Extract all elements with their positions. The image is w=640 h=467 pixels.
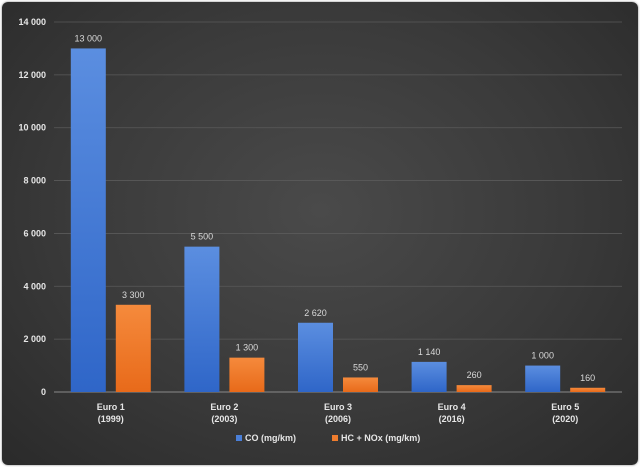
x-tick-sublabel: (2006)	[325, 414, 351, 424]
bar-hc-nox-2	[229, 357, 265, 392]
data-label: 2 620	[304, 308, 327, 318]
x-tick-label: Euro 2	[210, 402, 238, 412]
legend-label: HC + NOx (mg/km)	[341, 433, 420, 443]
legend-swatch	[236, 435, 242, 441]
x-tick-sublabel: (2003)	[211, 414, 237, 424]
y-tick-label: 4 000	[23, 281, 46, 291]
y-tick-label: 0	[41, 387, 46, 397]
bar-co-5	[525, 365, 561, 392]
data-label: 1 140	[418, 347, 441, 357]
y-tick-label: 6 000	[23, 228, 46, 238]
legend: CO (mg/km) HC + NOx (mg/km)	[236, 433, 420, 443]
bar-hc-nox-3	[343, 377, 378, 392]
x-tick-sublabel: (2020)	[552, 414, 578, 424]
bars	[70, 48, 606, 393]
data-label: 160	[580, 373, 595, 383]
y-tick-label: 8 000	[23, 176, 46, 186]
legend-label: CO (mg/km)	[245, 433, 296, 443]
bar-hc-nox-1	[115, 304, 151, 392]
data-label: 1 300	[236, 343, 259, 353]
bar-co-4	[411, 361, 447, 392]
y-tick-label: 12 000	[18, 70, 46, 80]
x-tick-label: Euro 3	[324, 402, 352, 412]
legend-swatch	[332, 435, 338, 441]
bar-hc-nox-4	[456, 385, 492, 392]
gridlines	[54, 21, 622, 393]
x-tick-sublabel: (1999)	[98, 414, 124, 424]
bar-hc-nox-5	[570, 387, 606, 392]
bar-co-1	[70, 48, 106, 393]
x-tick-label: Euro 5	[551, 402, 579, 412]
y-axis: 0 2 000 4 000 6 000 8 000 10 000 12 000 14 000	[18, 17, 46, 397]
data-label: 5 500	[191, 232, 214, 242]
data-label: 1 000	[531, 351, 554, 361]
x-tick-sublabel: (2016)	[439, 414, 465, 424]
data-label: 260	[467, 370, 482, 380]
x-tick-label: Euro 1	[97, 402, 125, 412]
bar-co-2	[184, 246, 220, 392]
y-tick-label: 10 000	[18, 123, 46, 133]
bar-co-3	[298, 322, 333, 392]
data-label: 550	[353, 362, 368, 372]
x-axis: Euro 1 (1999) Euro 2 (2003) Euro 3 (2006) Euro…	[97, 402, 579, 424]
data-label: 13 000	[75, 33, 103, 43]
x-tick-label: Euro 4	[438, 402, 466, 412]
y-tick-label: 2 000	[23, 334, 46, 344]
y-tick-label: 14 000	[18, 17, 46, 27]
data-labels: 13 000 3 300 5 500 1 300 2 620 550 1 140 260 1 0…	[75, 33, 596, 382]
data-label: 3 300	[122, 290, 145, 300]
